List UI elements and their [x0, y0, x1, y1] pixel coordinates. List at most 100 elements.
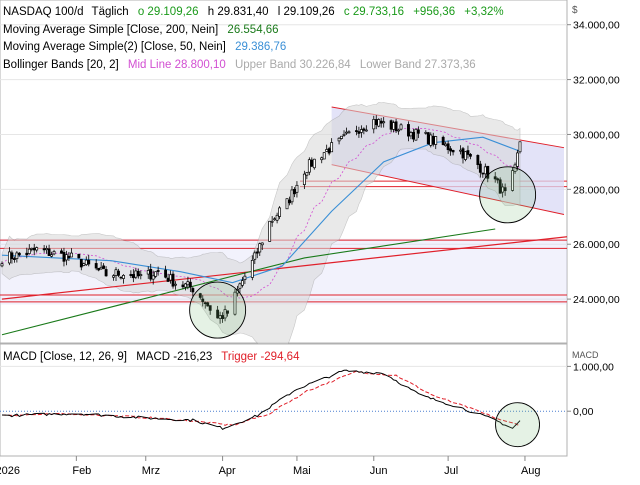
candle [441, 135, 445, 146]
candle [69, 248, 73, 258]
candle-body [216, 309, 220, 319]
candle [35, 246, 39, 253]
candle-body [258, 243, 262, 253]
candle [295, 181, 299, 198]
candle-body [79, 258, 83, 268]
candle-body [414, 128, 418, 141]
candle-body [169, 274, 172, 281]
candle-body [342, 133, 346, 136]
x-tick-label: Jul [444, 465, 458, 477]
candle-body [99, 266, 103, 270]
macd-plot-area [0, 343, 568, 457]
candle [15, 251, 19, 263]
candle-body [270, 220, 274, 223]
candle-body [498, 179, 502, 194]
candle-body [364, 129, 368, 132]
macd-legend-row: MACD [Close, 12, 26, 9] MACD -216,23 Tri… [3, 351, 300, 363]
candle-body [441, 136, 445, 146]
candle-body [362, 128, 366, 131]
candle-body [35, 247, 39, 251]
candle-body [238, 283, 242, 289]
candle [154, 271, 158, 279]
candle-body [60, 250, 63, 254]
candle [17, 252, 21, 257]
legend-bb-mid: Mid Line 28.800,10 [128, 59, 226, 71]
candle [87, 254, 91, 267]
candle-body [97, 267, 101, 271]
candle-body [32, 247, 36, 251]
bollinger-band-fill [1, 102, 521, 355]
candle [47, 244, 51, 256]
candle-body [444, 143, 448, 147]
candle [149, 263, 153, 282]
macd-y-axis: 1.000,00 0,00 [567, 361, 614, 418]
candle [27, 244, 31, 255]
price-tick-label: 28.000,00 [573, 184, 620, 196]
candle [362, 127, 366, 135]
ma200-line [1, 228, 496, 336]
candle-body [394, 121, 398, 132]
candle-body [461, 148, 465, 159]
candle-body [431, 135, 435, 145]
macd-trigger-line [1, 370, 521, 426]
candle-body [114, 269, 118, 276]
legend-ma200-value: 26.554,66 [227, 24, 278, 36]
candle [112, 274, 115, 281]
currency-symbol: $ [572, 5, 578, 16]
candle [469, 153, 472, 160]
candle-body [273, 218, 277, 221]
candle [188, 278, 192, 292]
candle-body [407, 124, 410, 137]
candle-body [382, 121, 386, 124]
macd-line [1, 369, 521, 431]
red-trendline [1, 236, 568, 300]
x-tick-label: Mrz [142, 465, 160, 477]
x-axis: 2026 Feb Mrz Apr Mai Jun Jul Aug [0, 456, 541, 477]
candle-body [198, 293, 202, 298]
candle-body [278, 207, 282, 217]
macd-highlight-circle-mark [495, 402, 540, 448]
candlesticks [0, 115, 522, 324]
x-tick-label: 2026 [0, 465, 20, 477]
x-tick-label: Aug [521, 465, 541, 477]
legend-bb-upper: Upper Band 30.226,84 [235, 59, 351, 71]
candle-body [139, 274, 143, 277]
macd-tick-label: 1.000,00 [573, 361, 614, 373]
candle [260, 242, 264, 250]
candle-body [446, 143, 450, 151]
candle [518, 141, 522, 154]
candle-body [275, 214, 279, 221]
candle-body [320, 157, 324, 161]
candle [104, 266, 108, 277]
candle [476, 154, 480, 170]
candle [94, 259, 98, 271]
candle-body [12, 258, 16, 260]
candle [270, 216, 274, 227]
candle-body [305, 172, 309, 176]
candle-body [377, 119, 381, 127]
trigger-polyline [1, 370, 521, 426]
macd-axis-title: MACD [572, 350, 599, 360]
price-tick-label: 24.000,00 [573, 294, 620, 306]
candle-body [77, 253, 81, 259]
candle [355, 125, 358, 136]
price-y-axis: 34.000,00 32.000,00 30.000,00 28.000,00 26.0… [567, 20, 620, 306]
candle-body [240, 280, 244, 286]
candle-body [149, 268, 153, 280]
candle [496, 177, 500, 184]
candle-body [206, 302, 210, 307]
candle [206, 301, 210, 307]
candle [208, 305, 212, 315]
candle-body [464, 151, 467, 160]
candle-body [27, 248, 31, 254]
macd-legend-trigger: Trigger -294,64 [221, 351, 300, 363]
candle-body [201, 298, 205, 302]
candle-body [253, 252, 257, 260]
candle [337, 137, 341, 145]
candle-body [62, 252, 66, 262]
candle-body [183, 283, 187, 288]
candle [516, 149, 519, 171]
candle [464, 151, 467, 162]
candle [79, 258, 83, 271]
